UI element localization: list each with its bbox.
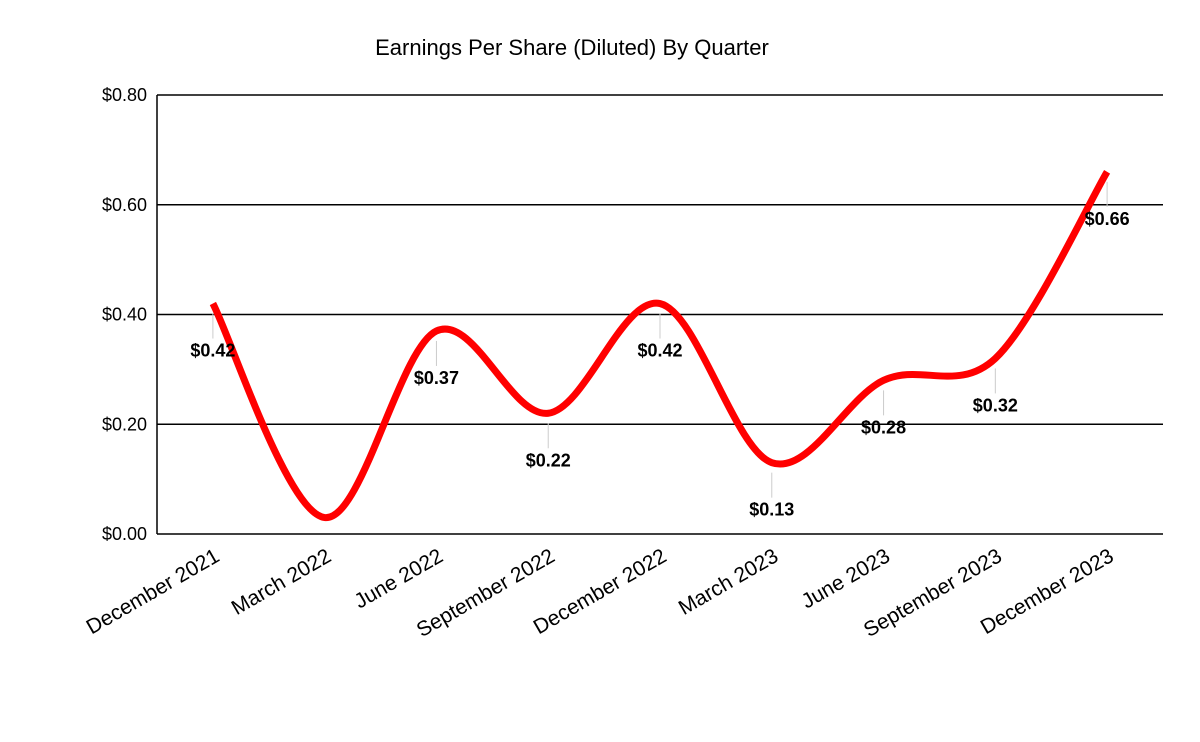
y-axis-ticks: $0.00 $0.20 $0.40 $0.60 $0.80 xyxy=(102,85,147,544)
data-label: $0.32 xyxy=(973,395,1018,415)
x-tick-label: March 2022 xyxy=(228,544,336,619)
y-tick-label: $0.20 xyxy=(102,414,147,434)
data-point xyxy=(546,411,550,415)
y-tick-label: $0.80 xyxy=(102,85,147,105)
y-tick-label: $0.60 xyxy=(102,195,147,215)
x-tick-label: June 2023 xyxy=(798,544,894,613)
data-point xyxy=(323,516,327,520)
eps-series-line xyxy=(209,170,1111,522)
data-label: $0.28 xyxy=(861,417,906,437)
data-point xyxy=(434,329,438,333)
x-tick-label: March 2023 xyxy=(675,544,783,619)
y-tick-label: $0.00 xyxy=(102,524,147,544)
data-label-leaders xyxy=(212,181,1108,498)
x-tick-label: June 2022 xyxy=(350,544,446,613)
data-point xyxy=(1105,170,1109,174)
x-tick-label: December 2021 xyxy=(82,544,223,639)
series-layer xyxy=(209,170,1111,522)
x-axis-ticks: December 2021 March 2022 June 2022Septembe… xyxy=(82,544,1117,642)
data-point xyxy=(211,302,215,306)
data-label: $0.66 xyxy=(1085,209,1130,229)
data-label: $0.13 xyxy=(749,500,794,520)
data-label: $0.37 xyxy=(414,368,459,388)
data-labels: $0.42 $0.37 $0.22 $0.42 $0.13 $0.28 $0.32 $0.66 xyxy=(190,209,1129,520)
y-tick-label: $0.40 xyxy=(102,305,147,325)
data-point xyxy=(882,378,886,382)
chart-title: Earnings Per Share (Diluted) By Quarter xyxy=(375,35,769,60)
data-point xyxy=(770,461,774,465)
data-point xyxy=(658,302,662,306)
data-label: $0.42 xyxy=(190,341,235,361)
data-label: $0.22 xyxy=(526,450,571,470)
data-label: $0.42 xyxy=(637,341,682,361)
data-point xyxy=(993,356,997,360)
